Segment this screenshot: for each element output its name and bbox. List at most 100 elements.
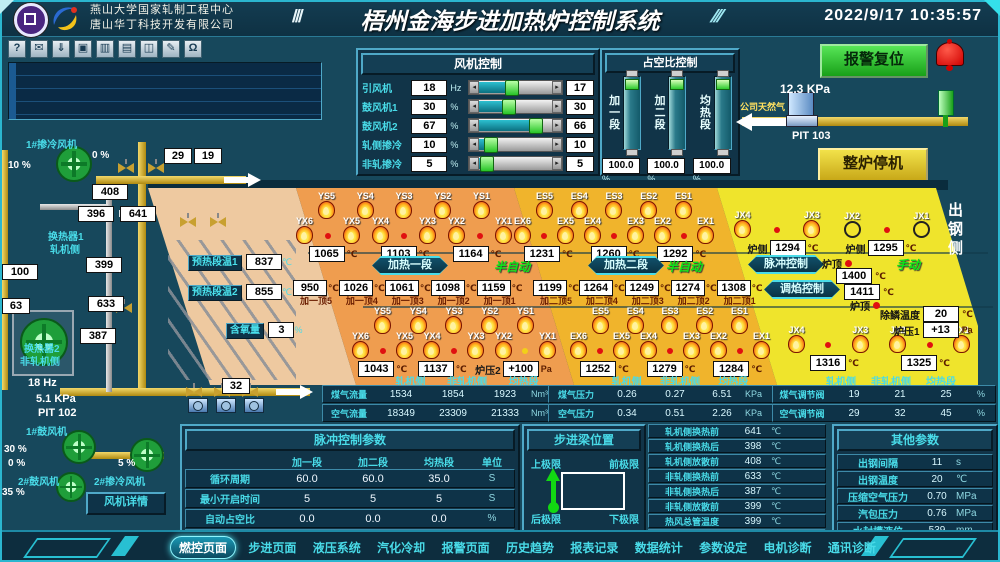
edit-icon[interactable]: ✎: [162, 40, 180, 58]
burner: [883, 227, 890, 238]
fan2-icon[interactable]: [130, 438, 164, 472]
fan-feedback-value: 5: [566, 155, 594, 172]
burner: [825, 342, 832, 353]
nav-tab[interactable]: 参数设定: [699, 541, 748, 555]
slider-right-arrow[interactable]: ▸: [552, 100, 562, 113]
blower2-icon[interactable]: [56, 472, 86, 502]
duty-slider[interactable]: [623, 70, 642, 156]
report-icon[interactable]: ▤: [118, 40, 136, 58]
slider-right-arrow[interactable]: ▸: [552, 157, 562, 170]
slider-left-arrow[interactable]: ◂: [469, 100, 480, 113]
fan-slider[interactable]: ◂ ▸: [468, 99, 563, 115]
duty-slider[interactable]: [668, 70, 687, 156]
flame-control-badge[interactable]: 调焰控制: [764, 280, 840, 299]
burner: [666, 348, 673, 359]
alarm-bell-icon[interactable]: [936, 39, 964, 71]
burner-group-soak-far: JX4 JX3 JX2 JX1 炉侧 1294 ℃ 炉侧 1295 ℃: [734, 191, 930, 256]
slider-left-arrow[interactable]: ◂: [469, 138, 480, 151]
export-icon[interactable]: ⇓: [52, 40, 70, 58]
fan-feedback-value: 66: [566, 117, 594, 134]
fan-control-panel: 风机控制 引风机 18 Hz ◂ ▸ 17 鼓风机1 30 %: [356, 48, 600, 176]
burner: YX5: [342, 216, 360, 244]
mail-icon[interactable]: ✉: [30, 40, 48, 58]
hx1-label1: 换热器1: [48, 232, 84, 243]
furnace-stop-button[interactable]: 整炉停机: [818, 148, 928, 182]
fan-setpoint-field[interactable]: 5: [411, 155, 448, 172]
fan-setpoint-field[interactable]: 18: [411, 79, 448, 96]
burner: JX4: [734, 210, 751, 238]
nav-tab[interactable]: 报警页面: [441, 541, 490, 555]
slider-thumb[interactable]: [504, 80, 519, 96]
lock-icon[interactable]: Ω: [184, 40, 202, 58]
fan-slider[interactable]: ◂ ▸: [468, 118, 563, 134]
pump-icon[interactable]: [188, 398, 208, 413]
folder-icon[interactable]: ▣: [74, 40, 92, 58]
slider-right-arrow[interactable]: ▸: [552, 138, 562, 151]
slider-thumb[interactable]: [528, 118, 543, 134]
pulse-control-badge[interactable]: 脉冲控制: [748, 255, 824, 274]
fan-setpoint-field[interactable]: 67: [411, 117, 448, 134]
slider-right-arrow[interactable]: ▸: [552, 81, 562, 94]
slider-left-arrow[interactable]: ◂: [469, 81, 480, 94]
gas-valve-icon[interactable]: [786, 92, 818, 127]
alarm-reset-button[interactable]: 报警复位: [820, 44, 928, 78]
fan-unit: Hz: [450, 82, 462, 93]
fan-slider[interactable]: ◂ ▸: [468, 80, 563, 96]
preheat2-temp: 预热段温2 855 ℃: [188, 282, 292, 301]
fan-details-button[interactable]: 风机详情: [86, 492, 166, 515]
burner: EX3: [682, 331, 700, 359]
valve-icon[interactable]: [186, 383, 202, 397]
valve-icon[interactable]: [210, 213, 226, 227]
slider-left-arrow[interactable]: ◂: [469, 157, 480, 170]
zone-temp: 炉侧 1294 ℃: [747, 240, 819, 256]
flame-icon: [696, 316, 714, 334]
nav-tab[interactable]: 步进页面: [248, 541, 297, 555]
chart-icon[interactable]: ▥: [96, 40, 114, 58]
valve-icon[interactable]: [118, 159, 134, 173]
blower1-icon[interactable]: [62, 430, 96, 464]
valve-icon[interactable]: [214, 383, 230, 397]
roof-temps-zone2: 1199 ℃ 加二顶5 1264 ℃ 加二顶4 1249 ℃ 加二顶3 1274 ℃ 加二顶2 1308…: [533, 280, 763, 307]
nav-tab[interactable]: 电机诊断: [763, 541, 812, 555]
pct-30: 30 %: [4, 444, 27, 455]
fan-slider[interactable]: ◂ ▸: [468, 137, 563, 153]
alarm-list-panel[interactable]: [8, 62, 322, 120]
nav-tab[interactable]: 汽化冷却: [377, 541, 426, 555]
fan-slider[interactable]: ◂ ▸: [468, 156, 563, 172]
nav-tab[interactable]: 燃控页面: [170, 536, 237, 559]
burner: YS2: [434, 191, 451, 219]
flame-icon: [592, 316, 609, 334]
main-blower-icon[interactable]: [20, 318, 68, 366]
slider-thumb[interactable]: [484, 137, 499, 153]
pump-icon[interactable]: [244, 398, 264, 413]
param-row: 出钢间隔 11 s: [837, 454, 993, 470]
valve-icon[interactable]: [148, 159, 164, 173]
slider-left-arrow[interactable]: ◂: [469, 119, 480, 132]
nav-tab[interactable]: 液压系统: [312, 541, 361, 555]
zone1-mode: 半自动: [494, 260, 531, 274]
fan-setpoint-field[interactable]: 10: [411, 136, 448, 153]
flame-icon: [476, 233, 483, 239]
valve-icon[interactable]: [180, 213, 196, 227]
nav-tab[interactable]: 历史趋势: [505, 541, 554, 555]
fan-control-row: 轧侧掺冷 10 % ◂ ▸ 10: [358, 135, 598, 154]
flame-icon: [952, 335, 970, 353]
slider-thumb[interactable]: [479, 156, 494, 172]
slider-right-arrow[interactable]: ▸: [552, 119, 562, 132]
nav-tab[interactable]: 通讯诊断: [827, 541, 876, 555]
window-icon[interactable]: ◫: [140, 40, 158, 58]
pump-icon[interactable]: [216, 398, 236, 413]
nav-tab[interactable]: 数据统计: [634, 541, 683, 555]
descale-temp: 除鳞温度 20 ℃: [880, 306, 973, 322]
slider-thumb[interactable]: [501, 99, 516, 115]
gas-actuator-icon[interactable]: [938, 90, 954, 127]
zone-temp: 1252 ℃: [578, 361, 629, 377]
fan-setpoint-field[interactable]: 30: [411, 98, 448, 115]
zone-temp: 1325 ℃: [899, 355, 950, 371]
fan1-icon[interactable]: [56, 146, 92, 182]
duty-slider[interactable]: [713, 70, 732, 156]
nav-tab[interactable]: 报表记录: [570, 541, 619, 555]
zone-temp: 1065 ℃: [307, 246, 357, 262]
flame-icon: [395, 341, 413, 359]
help-icon[interactable]: ?: [8, 40, 26, 58]
